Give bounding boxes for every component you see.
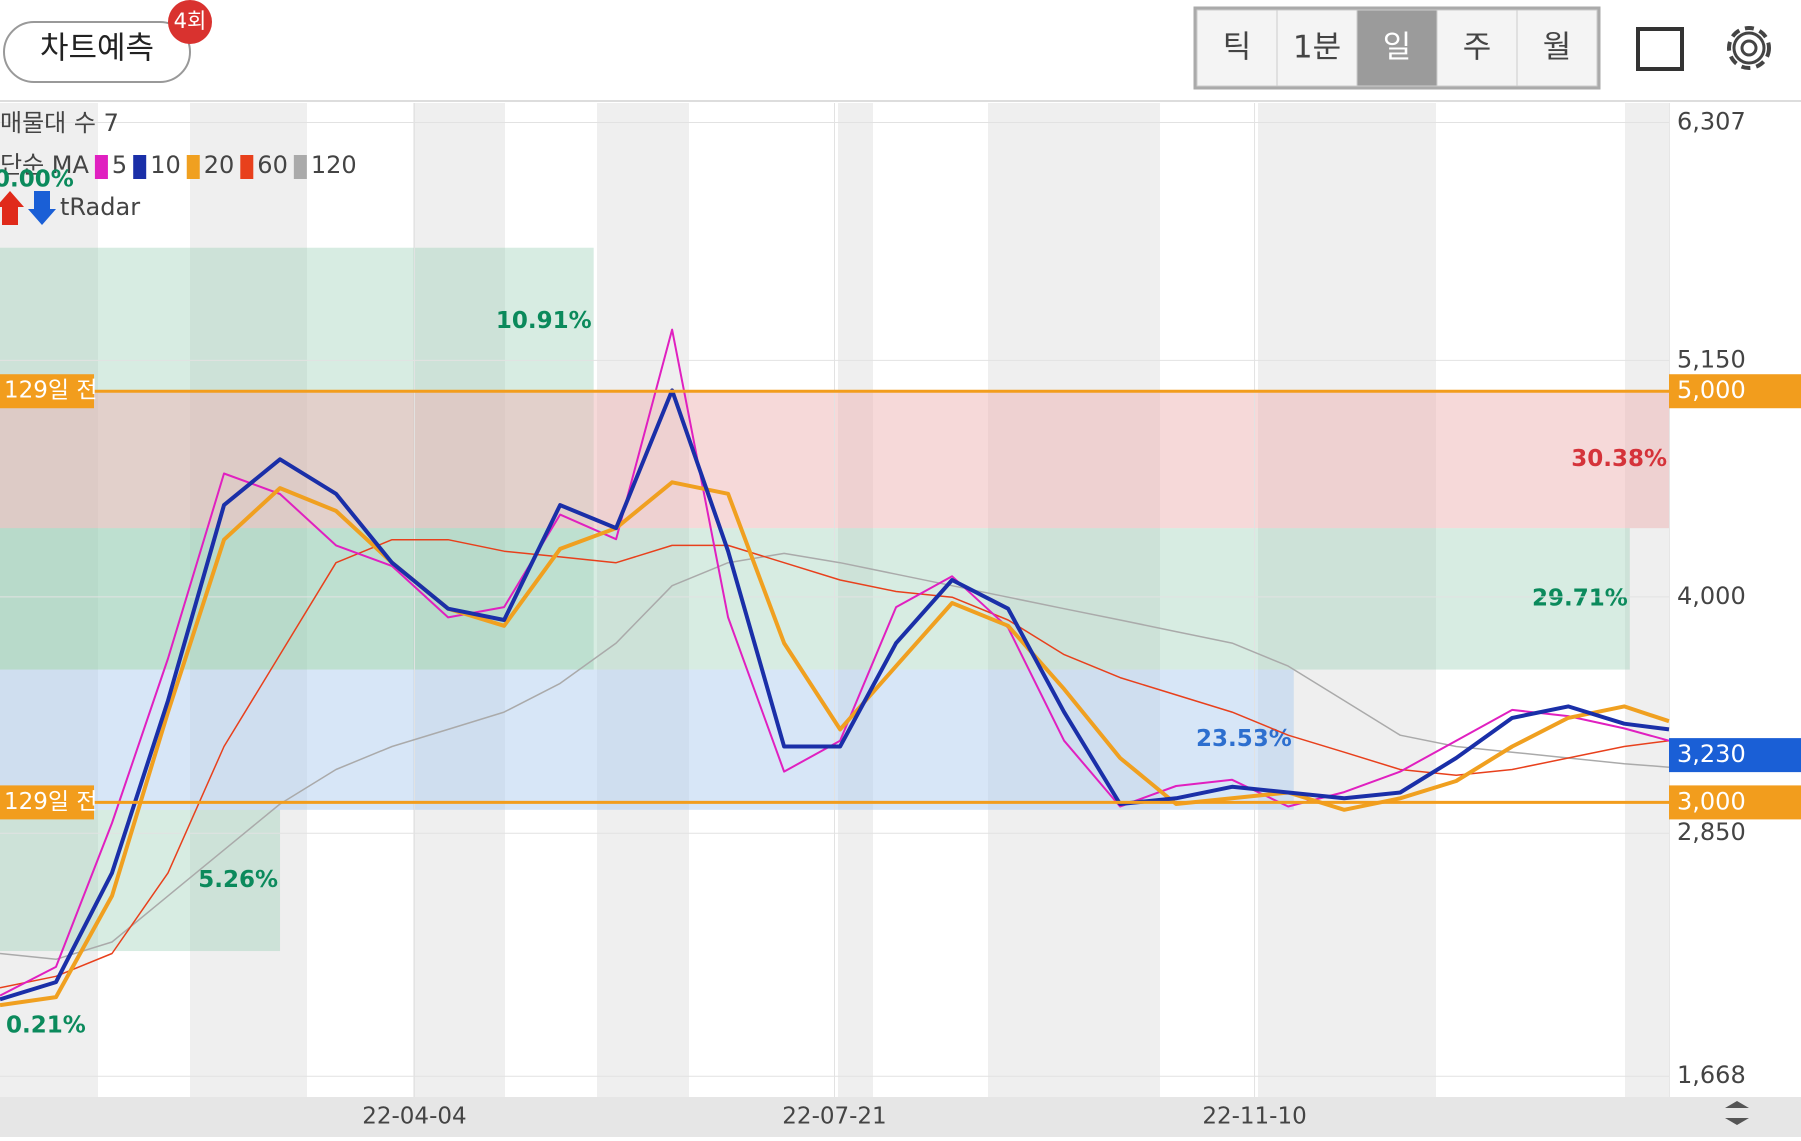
settings-icon[interactable] [1727,26,1771,70]
badge [168,0,212,44]
ma-line [0,552,1670,961]
price-line-tag: 129일 전 [4,789,98,815]
price-line-tag-bg [0,785,94,820]
month-band [838,103,873,1097]
volume-zone [0,669,1294,810]
tab[interactable] [1516,9,1598,87]
tab-selected[interactable] [1356,9,1438,87]
ma-line [0,538,1670,989]
y-tick-label: 1,668 [1677,1061,1746,1089]
gear-body [1732,31,1766,65]
x-axis-bar [0,1097,1801,1137]
month-band [597,103,689,1097]
x-tick-label: 22-04-04 [362,1104,466,1130]
x-tick-label: 22-11-10 [1202,1104,1306,1130]
price-tag: 5,000 [1677,376,1746,404]
legend-swatch [133,155,147,179]
legend-label: 20 [204,151,235,179]
legend-swatch [293,155,307,179]
price-line-tag-bg [0,374,94,409]
legend-swatch [94,155,108,179]
x-tick-label: 22-07-21 [782,1104,886,1130]
y-tick-label: 5,150 [1677,345,1746,373]
price-tag: 3,000 [1677,787,1746,815]
price-line-tag: 129일 전 [4,378,98,404]
ma-label: 단순 MA [0,151,89,179]
y-tick-label: 6,307 [1677,108,1746,136]
indicator-label: 매물대 수 7 [0,109,119,137]
legend-swatch [240,155,254,179]
month-band [1258,103,1436,1097]
period-tabs: 틱 1분 일 주 월 [1193,6,1601,90]
ma-line [0,388,1670,1002]
legend-label: 60 [257,151,288,179]
tab-label[interactable]: 일 [1383,30,1412,66]
price-tag-bg [1669,374,1801,409]
tab-label[interactable]: 1분 [1293,30,1341,66]
zone-percent: 10.91% [496,308,592,334]
bottom-percent: 0.21% [6,1013,86,1039]
month-band [988,103,1160,1097]
price-tag: 3,230 [1677,740,1746,768]
gear-hole [1740,39,1758,57]
fullscreen-icon[interactable] [1636,27,1684,71]
legend-label: 10 [150,151,181,179]
up-arrow [0,191,24,225]
y-tick-label: 2,850 [1677,818,1746,846]
plot-area: 10.91%30.38%29.71%23.53%5.26%6,3075,1504… [0,103,1801,1130]
ma-line [0,480,1670,1008]
tab[interactable] [1276,9,1358,87]
y-tick-label: 4,000 [1677,582,1746,610]
price-tag-bg [1669,738,1801,773]
gear-teeth [1727,26,1771,70]
predict-button-label[interactable]: 차트예측 [40,31,154,67]
legend-label: 120 [311,151,357,179]
zone-percent: 29.71% [1532,585,1628,611]
ma-line [0,328,1670,997]
zone-percent: 30.38% [1571,446,1667,472]
volume-zone [0,528,1630,670]
month-band [1625,103,1669,1097]
resize-handle[interactable] [1725,1101,1749,1125]
price-tag-bg [1669,785,1801,820]
top-percent: 0.00% [0,167,74,193]
down-arrow [28,191,56,225]
tab-label[interactable]: 주 [1463,30,1492,66]
zone-percent: 5.26% [198,867,278,893]
tab-label[interactable]: 월 [1543,30,1572,66]
tab-label[interactable]: 틱 [1223,30,1252,66]
legend-swatch [186,155,200,179]
radar-label: tRadar [60,193,140,221]
tab[interactable] [1436,9,1518,87]
badge-label: 4회 [174,9,207,33]
predict-button[interactable] [3,21,191,83]
tab[interactable] [1196,9,1278,87]
legend-label: 5 [112,151,127,179]
month-band [190,103,307,1097]
